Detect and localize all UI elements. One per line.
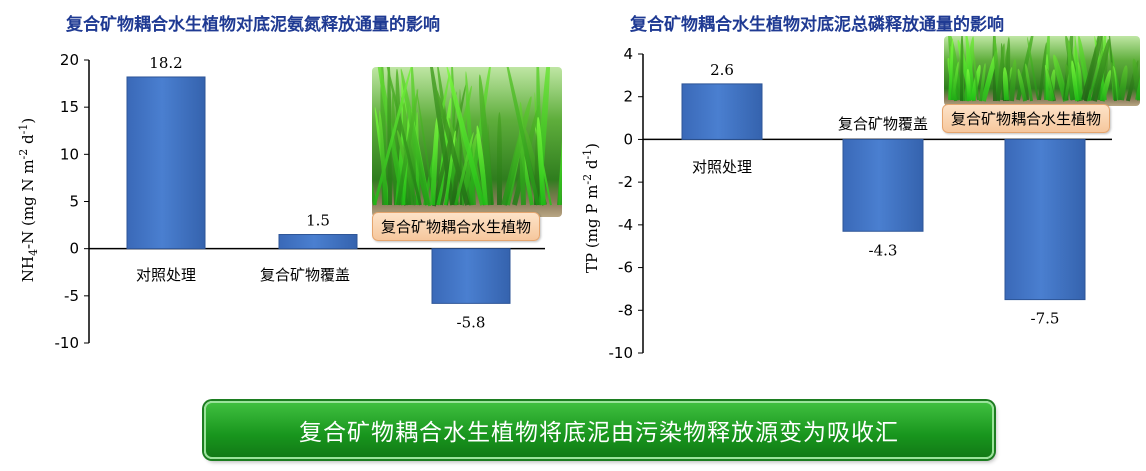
grass-blade	[959, 36, 964, 101]
y-tick-label: 0	[623, 130, 633, 148]
bar	[681, 83, 763, 140]
conclusion-banner: 复合矿物耦合水生植物将底泥由污染物释放源变为吸收汇	[204, 401, 994, 459]
ammonia-chart-title: 复合矿物耦合水生植物对底泥氨氮释放通量的影响	[66, 15, 440, 35]
y-tick-label: -4	[618, 216, 633, 234]
bar	[1004, 138, 1086, 301]
bar-value-label: 1.5	[306, 212, 330, 230]
bar-value-label: -4.3	[869, 241, 898, 259]
bar	[431, 248, 511, 304]
y-axis-label: TP (mg P m-2 d-1)	[581, 143, 601, 273]
y-tick-label: 15	[60, 98, 79, 116]
ammonia-chart: 20 15 10 5 0 -5 -10 18.2 1.5 -5.8 对照处理 复合矿物覆盖 NH4-N …	[17, 51, 545, 352]
y-tick-label: 4	[623, 45, 633, 63]
bar	[842, 138, 924, 232]
phosphorus-chart-panel: 复合矿物耦合水生植物对底泥总磷释放通量的影响 4 2 0 -2 -4 -6 -8 -10 2.6…	[580, 0, 1146, 380]
aquatic-plant-photo-left	[372, 67, 562, 217]
y-tick-label: -5	[64, 287, 79, 305]
y-tick-label: 2	[623, 88, 633, 106]
grass-blade	[557, 105, 562, 206]
y-tick-label: 5	[69, 193, 79, 211]
y-axis-label: NH4-N (mg N m-2 d-1)	[17, 118, 40, 282]
phosphorus-chart-title: 复合矿物耦合水生植物对底泥总磷释放通量的影响	[630, 15, 1004, 35]
y-tick-label: -10	[609, 344, 634, 362]
y-tick-label: 10	[60, 145, 79, 163]
category-label: 复合矿物覆盖	[838, 115, 928, 133]
category-label: 对照处理	[692, 158, 752, 176]
y-tick-label: -10	[55, 334, 80, 352]
phosphorus-chart: 4 2 0 -2 -4 -6 -8 -10 2.6 -4.3 -7.5 对照处理 复合矿物覆盖 TP (m…	[581, 45, 1112, 362]
ammonia-photo-callout: 复合矿物耦合水生植物	[372, 212, 541, 241]
category-label: 对照处理	[136, 266, 196, 284]
bar-value-label: 2.6	[710, 61, 734, 79]
bar-value-label: 18.2	[149, 54, 182, 72]
bar	[126, 76, 206, 250]
grass-blade	[965, 68, 971, 101]
bar-value-label: -5.8	[457, 313, 486, 331]
y-tick-label: -6	[618, 259, 633, 277]
y-tick-label: -2	[618, 173, 633, 191]
aquatic-plant-photo-right	[944, 36, 1140, 106]
bar-value-label: -7.5	[1031, 310, 1060, 328]
grass-blade	[496, 111, 503, 206]
y-tick-label: -8	[618, 301, 633, 319]
phosphorus-photo-callout: 复合矿物耦合水生植物	[942, 104, 1111, 133]
category-label: 复合矿物覆盖	[260, 266, 350, 284]
bar	[278, 234, 358, 250]
ammonia-chart-panel: 复合矿物耦合水生植物对底泥氨氮释放通量的影响 20 15 10 5 0 -5 -10 18.2…	[0, 0, 570, 380]
y-tick-label: 0	[69, 240, 79, 258]
y-tick-label: 20	[60, 51, 79, 69]
